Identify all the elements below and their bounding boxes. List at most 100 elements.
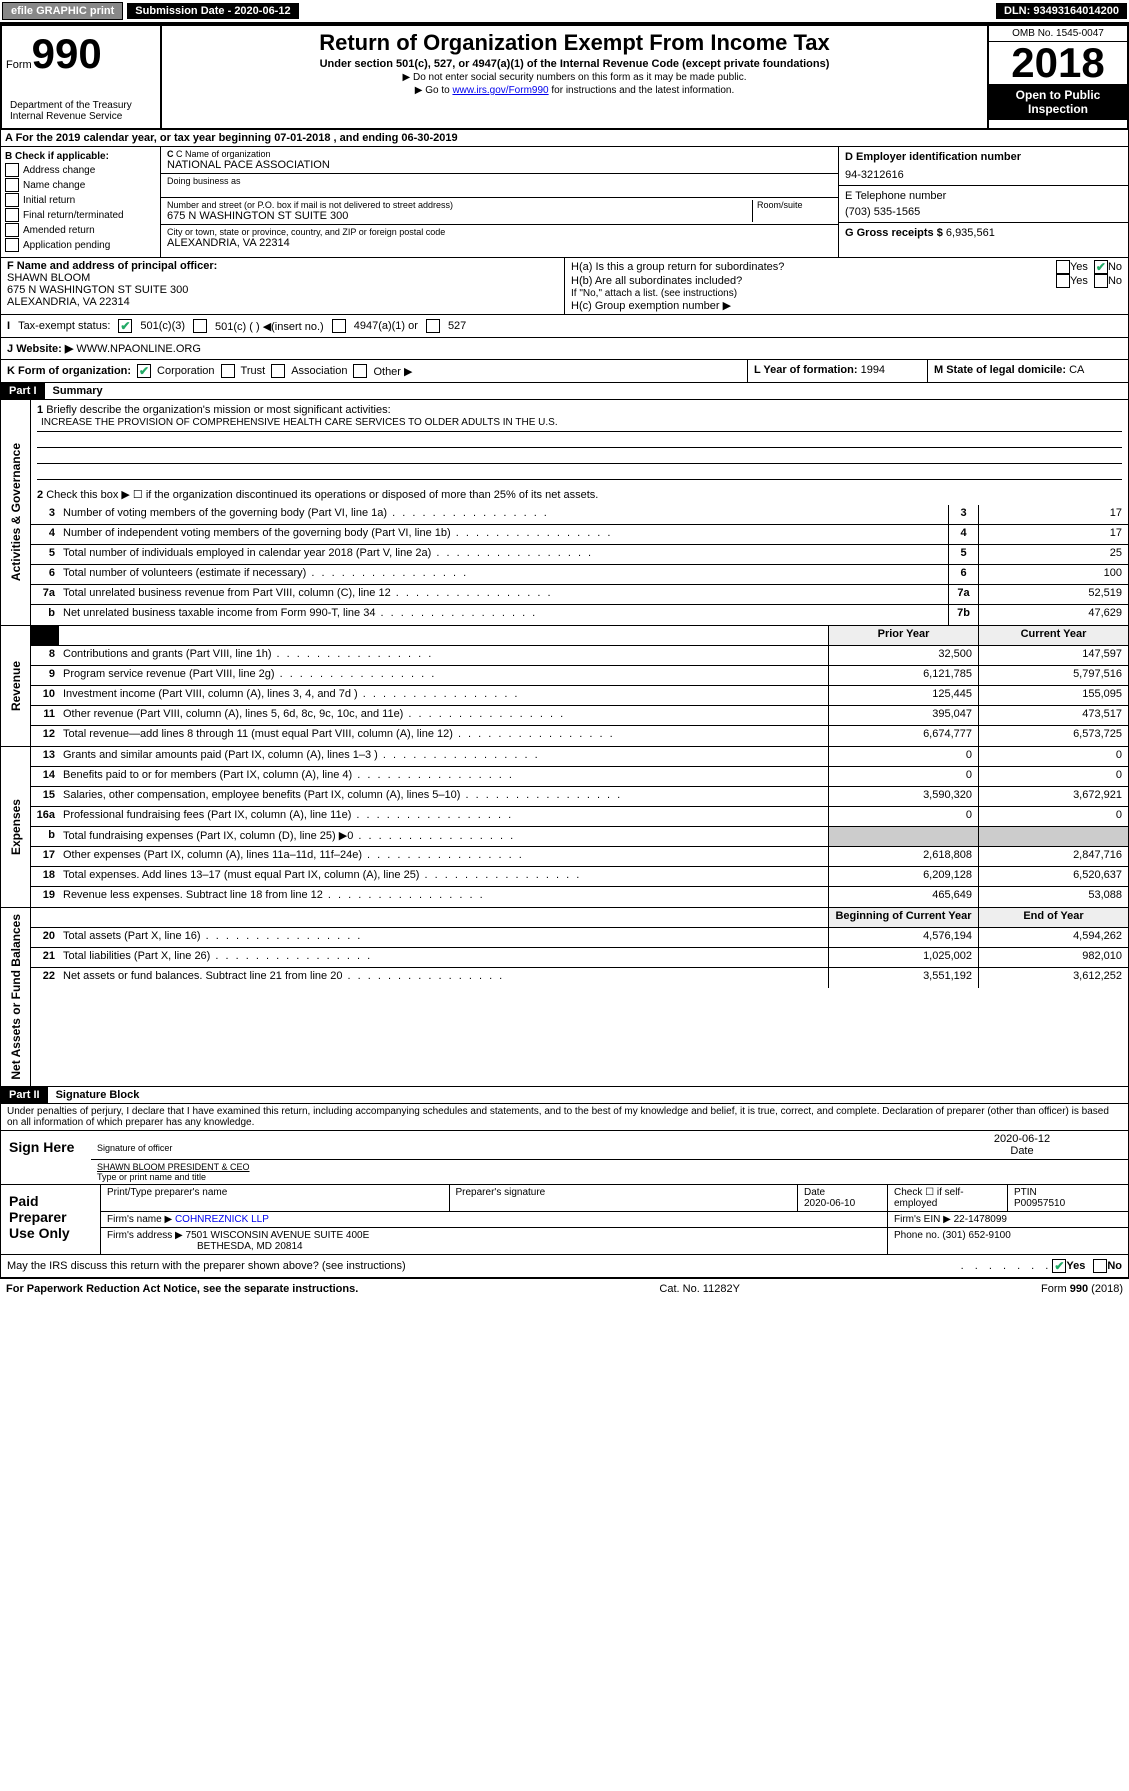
prep-name-label: Print/Type preparer's name (101, 1185, 450, 1211)
note-link: ▶ Go to www.irs.gov/Form990 for instruct… (170, 85, 979, 96)
chk-association[interactable] (271, 364, 285, 378)
discuss-no[interactable] (1093, 1259, 1107, 1273)
c-name-label: C C Name of organization (167, 149, 832, 159)
page-title: Return of Organization Exempt From Incom… (170, 30, 979, 56)
efile-button[interactable]: efile GRAPHIC print (2, 2, 123, 20)
ptin-label: PTIN (1014, 1187, 1037, 1198)
rev-label: Revenue (7, 655, 25, 717)
j-label: Website: ▶ (16, 343, 73, 355)
net-assets-section: Net Assets or Fund Balances Beginning of… (0, 908, 1129, 1087)
discuss-label: May the IRS discuss this return with the… (7, 1260, 961, 1272)
part2-header: Part II Signature Block (0, 1087, 1129, 1104)
chk-amended[interactable] (5, 223, 19, 237)
table-row: bTotal fundraising expenses (Part IX, co… (31, 827, 1128, 847)
submission-date: Submission Date - 2020-06-12 (127, 3, 298, 19)
firm-name-label: Firm's name ▶ (107, 1214, 172, 1225)
row-a-tax-year: A For the 2019 calendar year, or tax yea… (0, 130, 1129, 147)
firm-name-link[interactable]: COHNREZNICK LLP (175, 1214, 269, 1225)
table-row: 7aTotal unrelated business revenue from … (31, 585, 1128, 605)
table-row: 18Total expenses. Add lines 13–17 (must … (31, 867, 1128, 887)
mission-blank2 (37, 448, 1122, 464)
e-phone-label: E Telephone number (845, 190, 1122, 202)
sign-here-label: Sign Here (1, 1131, 91, 1184)
phone-value: (703) 535-1565 (845, 206, 1122, 218)
room-label: Room/suite (757, 200, 832, 210)
chk-501c3[interactable] (118, 319, 132, 333)
open-public-badge: Open to Public Inspection (989, 84, 1127, 120)
firm-ein-label: Firm's EIN ▶ (894, 1214, 951, 1225)
hb-no[interactable] (1094, 274, 1108, 288)
addr-label: Number and street (or P.O. box if mail i… (167, 200, 752, 210)
gross-receipts: 6,935,561 (946, 227, 995, 239)
l-label: L Year of formation: (754, 364, 858, 376)
mission-blank3 (37, 464, 1122, 480)
b-label: B Check if applicable: (5, 151, 156, 162)
chk-4947[interactable] (332, 319, 346, 333)
firm-addr: 7501 WISCONSIN AVENUE SUITE 400E (186, 1230, 370, 1241)
dba-label: Doing business as (167, 176, 832, 186)
officer-addr2: ALEXANDRIA, VA 22314 (7, 296, 558, 308)
type-name-label: Type or print name and title (97, 1172, 206, 1182)
top-bar: efile GRAPHIC print Submission Date - 20… (0, 0, 1129, 24)
gov-label: Activities & Governance (7, 437, 25, 587)
chk-other[interactable] (353, 364, 367, 378)
footer-cat: Cat. No. 11282Y (659, 1283, 740, 1295)
discuss-yes[interactable] (1052, 1259, 1066, 1273)
chk-name-change[interactable] (5, 178, 19, 192)
ha-yes[interactable] (1056, 260, 1070, 274)
table-row: 22Net assets or fund balances. Subtract … (31, 968, 1128, 988)
table-row: 12Total revenue—add lines 8 through 11 (… (31, 726, 1128, 746)
form-label: Form (6, 59, 32, 71)
chk-initial-return[interactable] (5, 193, 19, 207)
row-j-website: J Website: ▶ WWW.NPAONLINE.ORG (0, 338, 1129, 360)
q1-label: Briefly describe the organization's miss… (46, 404, 390, 416)
firm-city: BETHESDA, MD 20814 (197, 1241, 303, 1252)
ein-value: 94-3212616 (845, 169, 1122, 181)
chk-501c[interactable] (193, 319, 207, 333)
exp-label: Expenses (7, 793, 25, 861)
irs-link[interactable]: www.irs.gov/Form990 (452, 85, 548, 96)
chk-527[interactable] (426, 319, 440, 333)
sig-date: 2020-06-12 (994, 1133, 1050, 1145)
g-gross-label: G Gross receipts $ (845, 227, 943, 239)
table-row: 17Other expenses (Part IX, column (A), l… (31, 847, 1128, 867)
table-row: 11Other revenue (Part VIII, column (A), … (31, 706, 1128, 726)
table-row: 19Revenue less expenses. Subtract line 1… (31, 887, 1128, 907)
footer-form: Form 990 (2018) (1041, 1283, 1123, 1295)
chk-app-pending[interactable] (5, 238, 19, 252)
prior-year-hdr: Prior Year (828, 626, 978, 645)
table-row: 13Grants and similar amounts paid (Part … (31, 747, 1128, 767)
chk-corporation[interactable] (137, 364, 151, 378)
part2-title: Signature Block (48, 1087, 148, 1103)
chk-address-change[interactable] (5, 163, 19, 177)
section-identity: B Check if applicable: Address change Na… (0, 147, 1129, 258)
table-row: 20Total assets (Part X, line 16)4,576,19… (31, 928, 1128, 948)
part1-header: Part I Summary (0, 383, 1129, 400)
page-footer: For Paperwork Reduction Act Notice, see … (0, 1278, 1129, 1299)
part1-title: Summary (45, 383, 111, 399)
row-k-form-org: K Form of organization: Corporation Trus… (0, 360, 1129, 383)
officer-name-title: SHAWN BLOOM PRESIDENT & CEO (97, 1162, 250, 1172)
table-row: 3Number of voting members of the governi… (31, 505, 1128, 525)
paid-preparer-label: Paid Preparer Use Only (1, 1185, 101, 1254)
prep-date-label: Date (804, 1187, 825, 1198)
form-header: Form990 Department of the Treasury Inter… (0, 24, 1129, 130)
firm-addr-label: Firm's address ▶ (107, 1230, 183, 1241)
subtitle: Under section 501(c), 527, or 4947(a)(1)… (170, 58, 979, 70)
website-url[interactable]: WWW.NPAONLINE.ORG (76, 343, 200, 355)
ha-no[interactable] (1094, 260, 1108, 274)
sig-officer-label: Signature of officer (97, 1143, 172, 1153)
chk-trust[interactable] (221, 364, 235, 378)
part1-badge: Part I (1, 383, 45, 399)
prep-date: 2020-06-10 (804, 1198, 855, 1209)
end-year-hdr: End of Year (978, 908, 1128, 927)
self-employed-chk[interactable]: Check ☐ if self-employed (888, 1185, 1008, 1211)
state-domicile: CA (1069, 364, 1084, 376)
hb-yes[interactable] (1056, 274, 1070, 288)
table-row: 21Total liabilities (Part X, line 26)1,0… (31, 948, 1128, 968)
table-row: 9Program service revenue (Part VIII, lin… (31, 666, 1128, 686)
expenses-section: Expenses 13Grants and similar amounts pa… (0, 747, 1129, 908)
table-row: 15Salaries, other compensation, employee… (31, 787, 1128, 807)
chk-final-return[interactable] (5, 208, 19, 222)
year-formation: 1994 (861, 364, 885, 376)
